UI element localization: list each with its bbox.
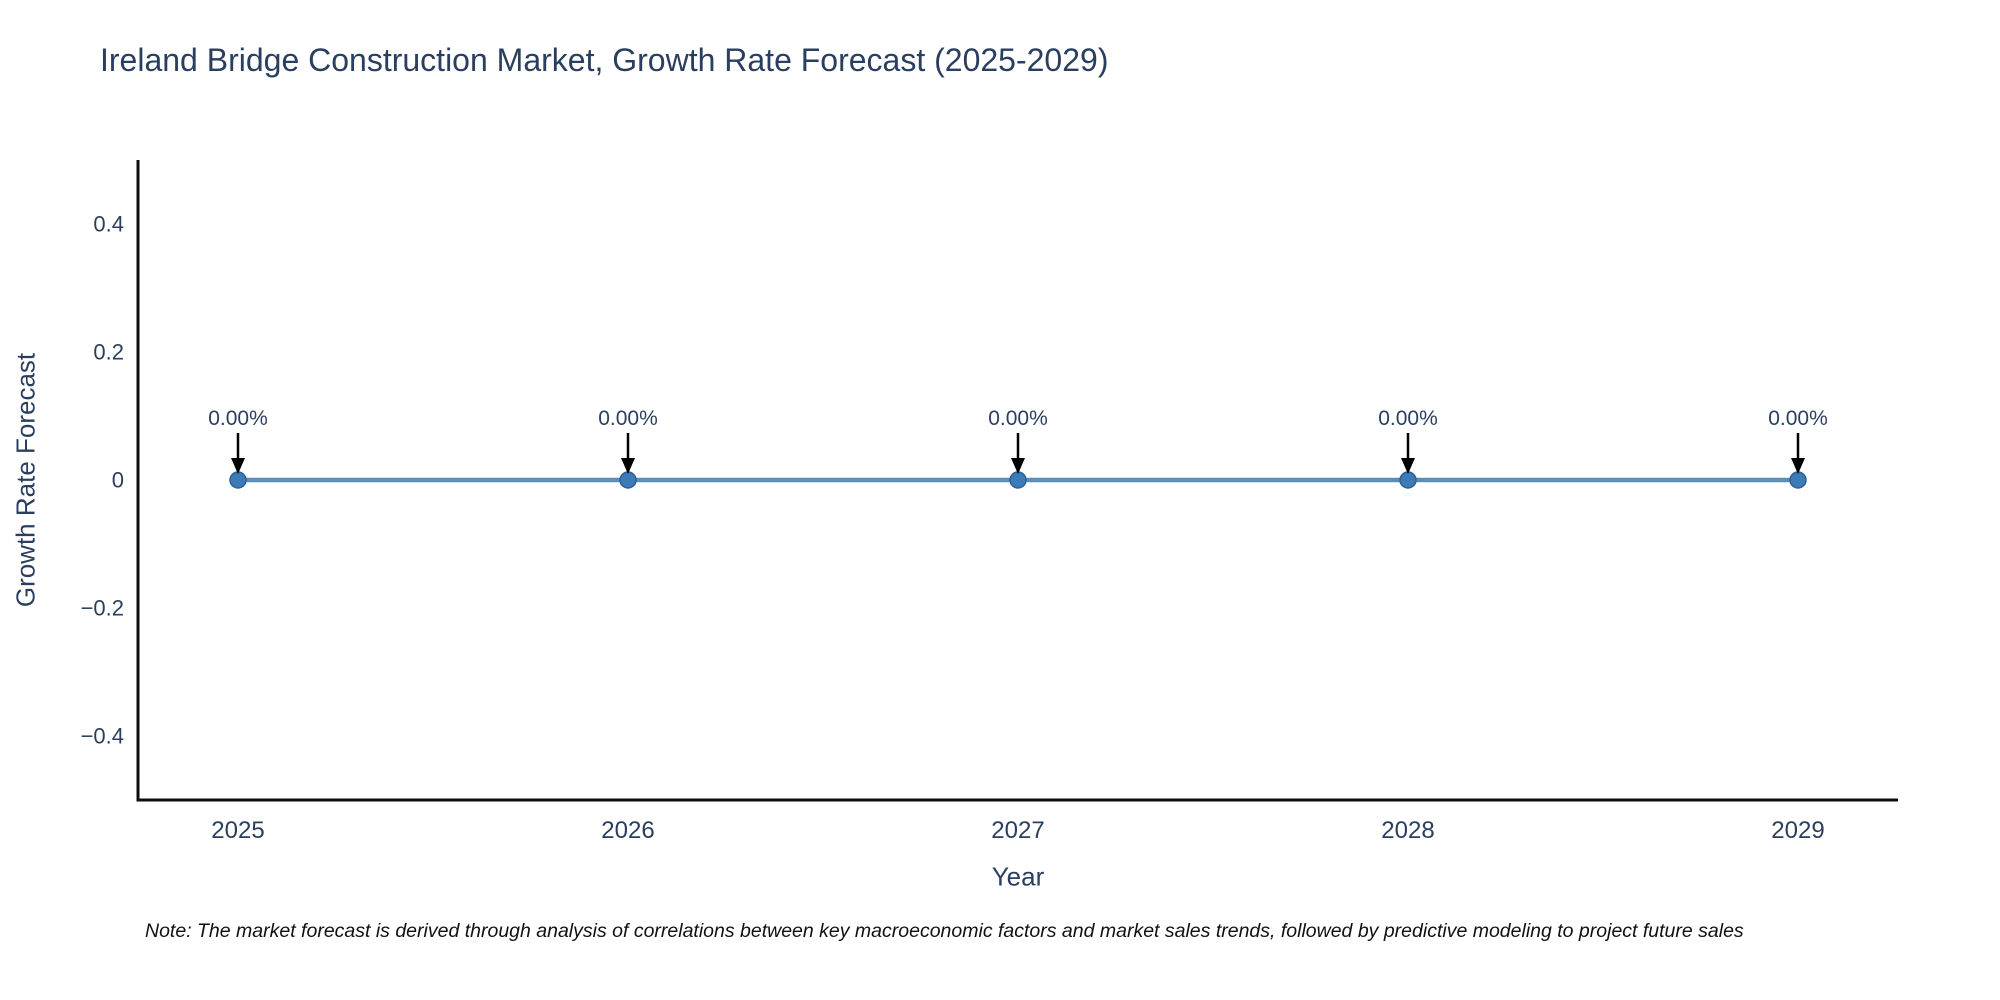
x-tick-label: 2029 xyxy=(1771,817,1824,844)
footnote: Note: The market forecast is derived thr… xyxy=(145,920,1744,942)
data-point-marker[interactable] xyxy=(619,471,637,489)
y-tick-label: −0.2 xyxy=(81,596,124,621)
point-value-label: 0.00% xyxy=(1378,407,1438,430)
point-value-label: 0.00% xyxy=(988,407,1048,430)
annotation-arrowhead-icon xyxy=(1791,458,1805,474)
data-point-marker[interactable] xyxy=(1399,471,1417,489)
point-value-label: 0.00% xyxy=(1768,407,1828,430)
annotation-arrowhead-icon xyxy=(231,458,245,474)
data-point-marker[interactable] xyxy=(229,471,247,489)
data-point-marker[interactable] xyxy=(1789,471,1807,489)
x-tick-label: 2028 xyxy=(1381,817,1434,844)
x-tick-label: 2025 xyxy=(211,817,264,844)
annotation-arrowhead-icon xyxy=(1401,458,1415,474)
x-tick-label: 2027 xyxy=(991,817,1044,844)
annotation-arrowhead-icon xyxy=(1011,458,1025,474)
y-tick-label: 0.2 xyxy=(93,340,124,365)
data-point-marker[interactable] xyxy=(1009,471,1027,489)
annotation-arrowhead-icon xyxy=(621,458,635,474)
point-value-label: 0.00% xyxy=(598,407,658,430)
point-value-label: 0.00% xyxy=(208,407,268,430)
chart-title: Ireland Bridge Construction Market, Grow… xyxy=(100,42,1109,78)
y-tick-label: 0 xyxy=(112,468,124,493)
x-axis-title: Year xyxy=(991,861,1045,892)
x-tick-label: 2026 xyxy=(601,817,654,844)
y-tick-label: 0.4 xyxy=(93,212,124,237)
y-tick-label: −0.4 xyxy=(81,724,124,749)
